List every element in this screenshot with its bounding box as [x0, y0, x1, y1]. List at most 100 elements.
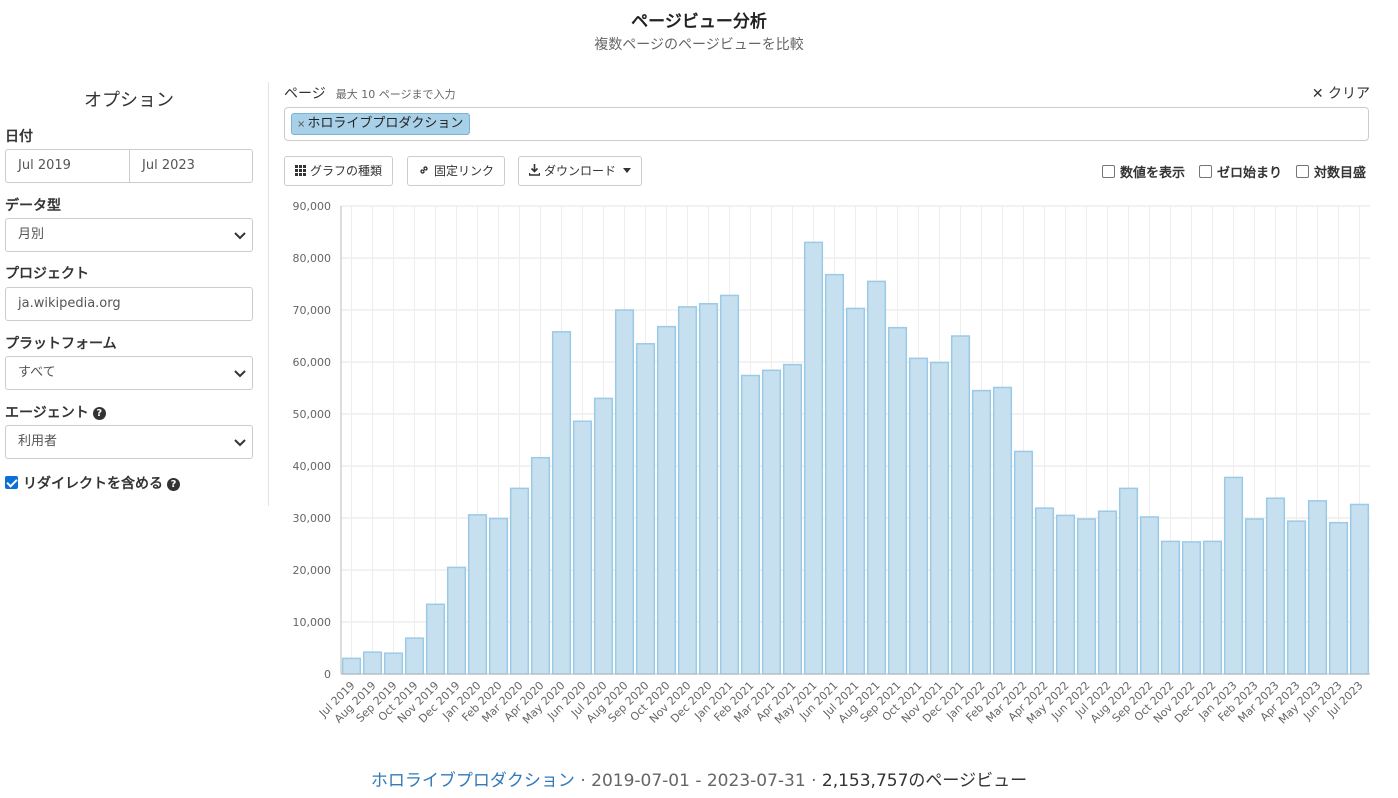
bar: [761, 369, 782, 675]
agent-value: 利用者: [18, 434, 58, 449]
options-heading: オプション: [84, 90, 174, 111]
bar: [1013, 450, 1034, 675]
y-tick-label: 0: [324, 668, 331, 681]
project-input[interactable]: ja.wikipedia.org: [5, 287, 253, 321]
tag-remove-icon[interactable]: ×: [297, 119, 306, 130]
bar: [1286, 520, 1307, 675]
chart-type-label: グラフの種類: [310, 164, 383, 178]
bar: [1118, 487, 1139, 675]
bar: [656, 325, 677, 675]
datatype-select[interactable]: 月別: [5, 218, 253, 252]
agent-label: エージェント: [5, 405, 89, 421]
show-values-checkbox[interactable]: [1102, 165, 1115, 178]
download-button[interactable]: ダウンロード: [518, 156, 642, 186]
zero-start-checkbox[interactable]: [1199, 165, 1212, 178]
bar: [593, 397, 614, 675]
project-label: プロジェクト: [5, 266, 89, 282]
show-values-option[interactable]: 数値を表示: [1102, 162, 1185, 181]
bar: [551, 331, 572, 675]
bar: [509, 487, 530, 675]
zero-start-option[interactable]: ゼロ始まり: [1199, 162, 1282, 181]
chevron-down-icon: [234, 232, 246, 240]
bar: [1181, 541, 1202, 675]
bar: [1202, 540, 1223, 675]
bar: [740, 374, 761, 675]
show-values-label: 数値を表示: [1120, 166, 1186, 181]
bar: [1139, 516, 1160, 675]
bar: [677, 306, 698, 675]
redirect-checkbox[interactable]: [5, 476, 18, 489]
page-label-row: ページ 最大 10 ページまで入力: [284, 83, 456, 103]
y-tick-label: 90,000: [293, 200, 332, 213]
summary-total: 2,153,757のページビュー: [821, 771, 1028, 791]
bar: [1244, 518, 1265, 675]
redirect-option[interactable]: リダイレクトを含める?: [5, 473, 180, 493]
bar: [824, 273, 845, 675]
log-scale-checkbox[interactable]: [1296, 165, 1309, 178]
bar: [404, 637, 425, 675]
platform-value: すべて: [18, 365, 56, 380]
redirect-label: リダイレクトを含める: [23, 476, 163, 492]
page-hint: 最大 10 ページまで入力: [335, 88, 456, 101]
bar: [362, 651, 383, 675]
download-icon: [528, 164, 541, 176]
log-scale-label: 対数目盛: [1314, 166, 1367, 181]
chevron-down-icon: [234, 370, 246, 378]
y-tick-label: 70,000: [293, 304, 332, 317]
page-label: ページ: [284, 86, 326, 102]
permalink-label: 固定リンク: [434, 164, 495, 178]
bar: [467, 514, 488, 675]
bar: [698, 303, 719, 675]
date-end-input[interactable]: Jul 2023: [129, 149, 253, 183]
bar: [1349, 503, 1370, 675]
page-tag[interactable]: × ホロライブプロダクション: [291, 113, 471, 135]
platform-select[interactable]: すべて: [5, 356, 253, 390]
bar: [866, 280, 887, 675]
grid-icon: [295, 165, 306, 176]
agent-label-row: エージェント?: [5, 402, 106, 422]
page-tag-label: ホロライブプロダクション: [307, 116, 464, 131]
page-subtitle: 複数ページのページビューを比較: [594, 37, 804, 53]
bar: [1328, 521, 1349, 675]
y-tick-label: 10,000: [293, 616, 332, 629]
bar: [1307, 500, 1328, 675]
pageviews-bar-chart: 0 10,000 20,000 30,000 40,000 50,000 60,000 70,…: [293, 200, 1370, 726]
date-start-input[interactable]: Jul 2019: [5, 149, 130, 183]
bar: [383, 652, 404, 675]
chart-type-button[interactable]: グラフの種類: [284, 156, 394, 186]
clear-button[interactable]: ✕ クリア: [1312, 83, 1370, 103]
bar: [1265, 497, 1286, 675]
bar: [908, 357, 929, 675]
bar: [341, 657, 362, 675]
summary-footer: ホロライブプロダクション · 2019-07-01 - 2023-07-31 ·…: [0, 766, 1398, 791]
bar: [929, 361, 950, 675]
bar: [446, 566, 467, 675]
bar: [887, 326, 908, 675]
bar: [1076, 518, 1097, 675]
platform-label: プラットフォーム: [5, 336, 117, 352]
bar: [950, 335, 971, 675]
agent-select[interactable]: 利用者: [5, 425, 253, 459]
bar: [488, 517, 509, 675]
bar: [530, 456, 551, 675]
y-tick-label: 40,000: [293, 460, 332, 473]
bar: [1055, 514, 1076, 675]
help-icon[interactable]: ?: [167, 478, 180, 491]
log-scale-option[interactable]: 対数目盛: [1296, 162, 1366, 181]
options-sidebar: オプション: [5, 86, 253, 112]
y-tick-label: 20,000: [293, 564, 332, 577]
bar: [425, 603, 446, 675]
page-title: ページビュー分析: [631, 12, 767, 32]
permalink-button[interactable]: 固定リンク: [407, 156, 506, 186]
y-tick-label: 80,000: [293, 252, 332, 265]
bar: [635, 343, 656, 675]
page-input[interactable]: × ホロライブプロダクション: [284, 107, 1369, 141]
y-tick-label: 50,000: [293, 408, 332, 421]
help-icon[interactable]: ?: [92, 407, 106, 420]
summary-page-link[interactable]: ホロライブプロダクション: [370, 771, 575, 791]
caret-down-icon: [622, 168, 631, 173]
download-label: ダウンロード: [544, 164, 617, 178]
bar: [1034, 507, 1055, 675]
y-axis: 0 10,000 20,000 30,000 40,000 50,000 60,000 70,…: [293, 200, 342, 681]
